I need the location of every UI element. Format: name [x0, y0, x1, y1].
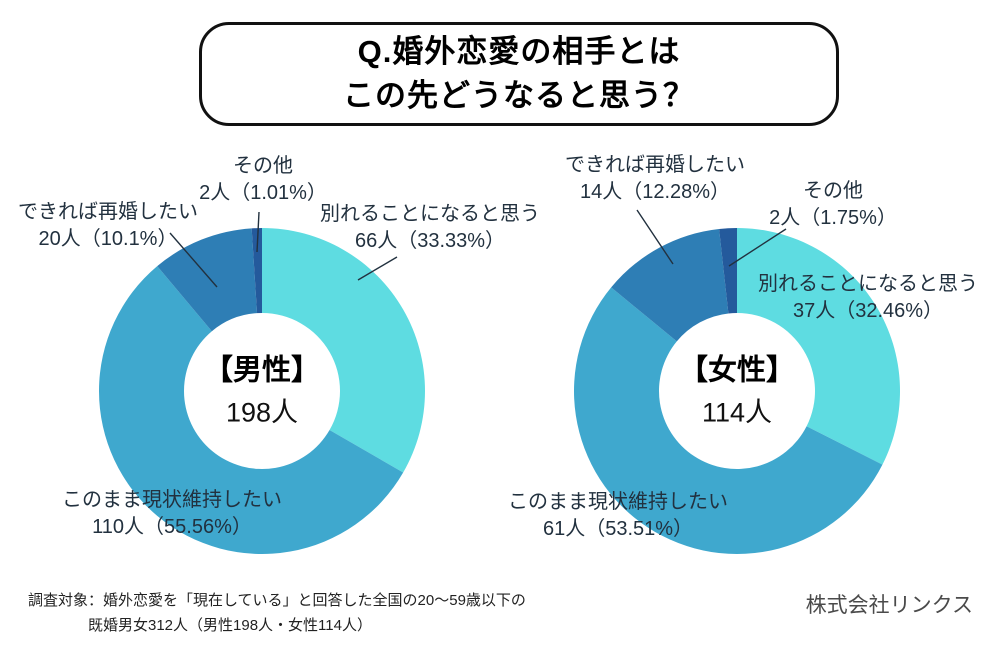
female-donut-center-label: 【女性】 114人: [679, 353, 795, 428]
male-annotation-remarry: できれば再婚したい 20人（10.1%）: [18, 199, 198, 253]
donut-slice-男性-このまま現状維持したい: [98, 266, 404, 555]
survey-note-line2: 既婚男女312人（男性198人・女性114人）: [88, 617, 372, 634]
annotation-value: 2人（1.01%）: [199, 182, 327, 204]
male-annotation-breakup: 別れることになると思う 66人（33.33%）: [320, 201, 540, 255]
donut-slice-男性-別れることになると思う: [262, 228, 425, 473]
donut-slice-男性-できれば再婚したい: [157, 228, 258, 332]
question-title-box: Q.婚外恋愛の相手とは この先どうなると思う？: [199, 22, 839, 126]
annotation-leader-line: [728, 228, 787, 267]
annotation-leader-line: [357, 256, 398, 281]
male-donut-center-label: 【男性】 198人: [204, 353, 320, 428]
annotation-value: 37人（32.46%）: [792, 300, 944, 322]
male-annotation-status-quo: このまま現状維持したい 110人（55.56%）: [62, 487, 282, 541]
question-title-line2: この先どうなると思う？: [343, 77, 695, 113]
male-group-name: 【男性】: [203, 354, 321, 387]
annotation-leader-line: [169, 232, 218, 288]
female-annotation-breakup: 別れることになると思う 37人（32.46%）: [758, 271, 978, 325]
annotation-category: その他: [803, 180, 863, 202]
annotation-value: 110人（55.56%）: [92, 516, 252, 538]
annotation-category: その他: [233, 155, 293, 177]
female-group-name: 【女性】: [678, 354, 796, 387]
annotation-value: 61人（53.51%）: [542, 518, 694, 540]
male-group-count: 198人: [225, 397, 299, 428]
donut-slice-女性-このまま現状維持したい: [573, 287, 883, 555]
annotation-leader-line: [256, 211, 260, 253]
donut-slice-女性-できれば再婚したい: [611, 228, 729, 342]
annotation-value: 20人（10.1%）: [38, 228, 178, 250]
male-annotation-other: その他 2人（1.01%）: [199, 153, 327, 207]
survey-note: 調査対象：婚外恋愛を「現在している」と回答した全国の20〜59歳以下の 既婚男女…: [28, 588, 526, 638]
annotation-value: 2人（1.75%）: [769, 207, 897, 229]
female-annotation-status-quo: このまま現状維持したい 61人（53.51%）: [508, 489, 728, 543]
female-group-count: 114人: [701, 397, 773, 428]
donut-slice-男性-その他: [251, 228, 262, 314]
female-annotation-other: その他 2人（1.75%）: [769, 178, 897, 232]
question-title-line1: Q.婚外恋愛の相手とは: [357, 34, 681, 70]
annotation-value: 14人（12.28%）: [579, 181, 731, 203]
survey-note-line1: 調査対象：婚外恋愛を「現在している」と回答した全国の20〜59歳以下の: [28, 592, 526, 609]
annotation-category: このまま現状維持したい: [508, 491, 728, 513]
donut-slice-女性-別れることになると思う: [737, 228, 900, 465]
annotation-category: できれば再婚したい: [18, 201, 198, 223]
annotation-leader-line: [636, 209, 674, 265]
company-name: 株式会社リンクス: [805, 594, 973, 617]
donut-slice-女性-その他: [719, 228, 737, 314]
female-annotation-remarry: できれば再婚したい 14人（12.28%）: [565, 152, 745, 206]
annotation-category: このまま現状維持したい: [62, 489, 282, 511]
annotation-value: 66人（33.33%）: [354, 230, 506, 252]
annotation-category: 別れることになると思う: [320, 203, 540, 225]
annotation-category: 別れることになると思う: [758, 273, 978, 295]
annotation-category: できれば再婚したい: [565, 154, 745, 176]
